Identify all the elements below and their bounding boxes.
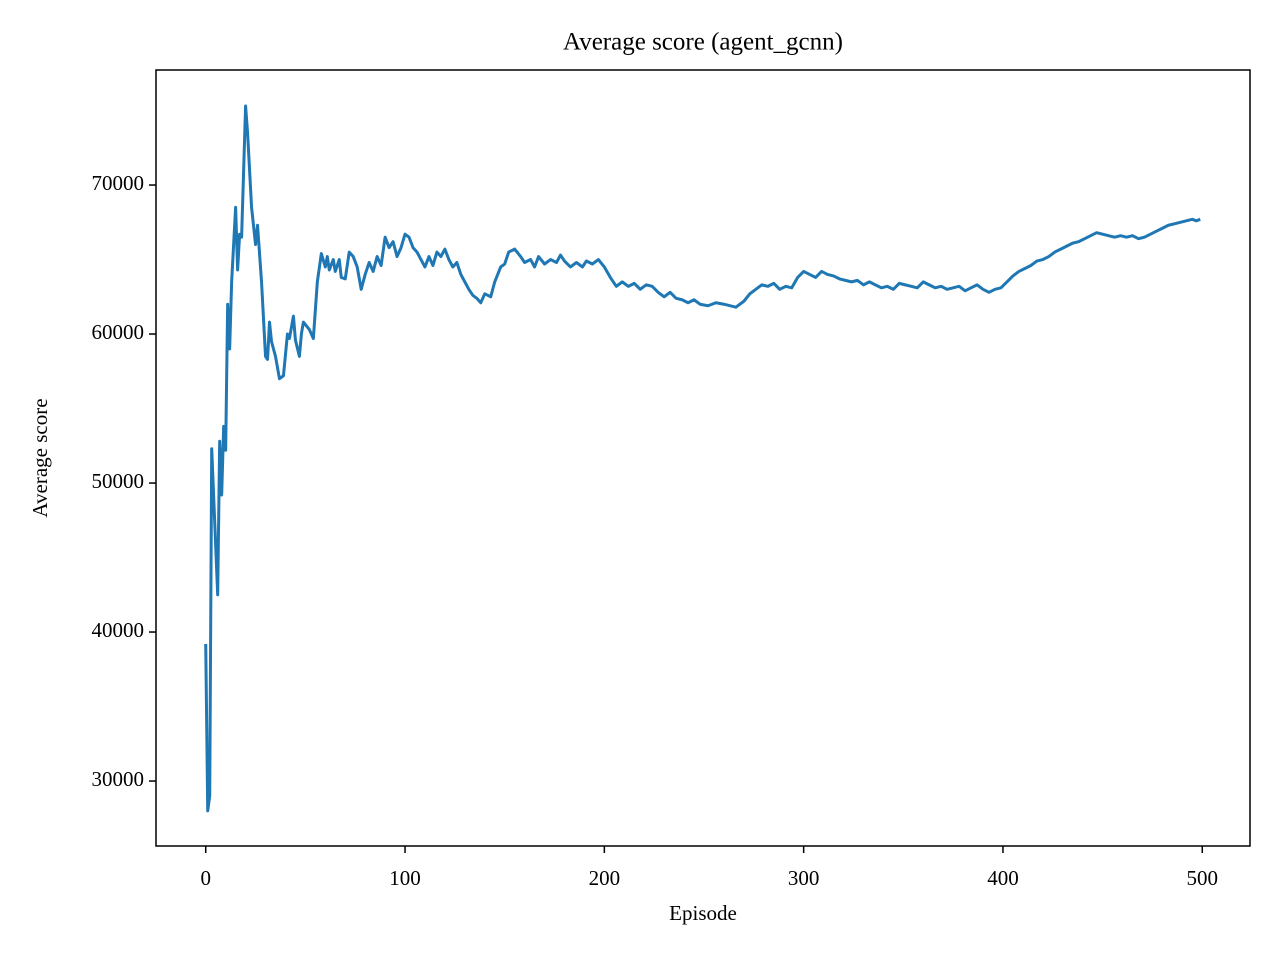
y-tick-label: 30000 xyxy=(92,767,145,791)
line-series xyxy=(204,104,1201,813)
y-tick-label: 50000 xyxy=(92,469,145,493)
x-tick-label: 300 xyxy=(788,866,820,890)
x-tick-label: 100 xyxy=(389,866,421,890)
y-axis-label: Average score xyxy=(28,398,52,517)
y-tick-label: 70000 xyxy=(92,171,145,195)
x-tick-label: 0 xyxy=(200,866,211,890)
y-tick-label: 40000 xyxy=(92,618,145,642)
x-tick-label: 400 xyxy=(987,866,1019,890)
y-tick-label: 60000 xyxy=(92,320,145,344)
x-tick-label: 200 xyxy=(589,866,621,890)
x-axis-label: Episode xyxy=(669,901,737,925)
plot-frame xyxy=(155,69,1251,847)
x-tick-label: 500 xyxy=(1187,866,1219,890)
chart-title: Average score (agent_gcnn) xyxy=(563,29,843,56)
